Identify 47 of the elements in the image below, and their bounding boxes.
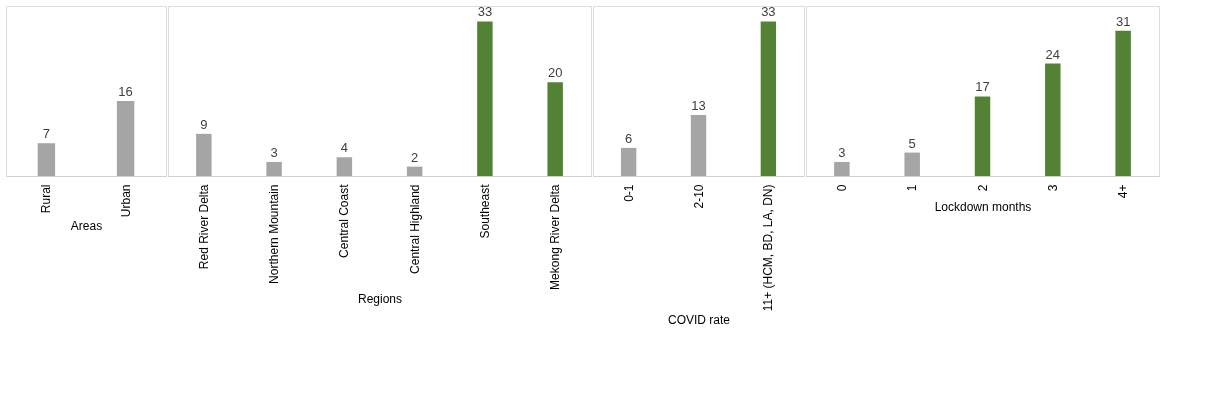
x-tick-label: Southeast [477, 183, 492, 239]
data-label: 2 [411, 149, 419, 165]
bar [1045, 63, 1061, 176]
x-axis-title: Regions [357, 291, 403, 306]
bar [974, 96, 991, 176]
data-label: 7 [42, 126, 51, 142]
x-axis-title: Areas [70, 219, 103, 234]
x-tick-label: 4+ [1116, 184, 1131, 199]
x-tick-label: 1 [905, 184, 920, 192]
bar [196, 133, 212, 176]
data-label: 17 [975, 79, 990, 95]
data-label: 31 [1115, 13, 1131, 29]
x-tick-label: Central Coast [337, 183, 352, 258]
x-tick-label: 11+ (HCM, BD, LA, DN) [761, 184, 776, 312]
data-label: 4 [340, 140, 348, 156]
x-tick-label: 3 [1045, 184, 1060, 192]
x-tick-label: 0 [834, 184, 849, 192]
bar [834, 161, 850, 176]
bar [477, 21, 493, 176]
data-label: 9 [200, 116, 208, 132]
data-label: 6 [625, 130, 633, 146]
data-label: 33 [477, 4, 493, 20]
bar [904, 152, 920, 176]
x-tick-label: Urban [118, 184, 133, 218]
x-tick-label: Mekong River Delta [548, 184, 563, 290]
x-tick-label: Rural [39, 184, 54, 214]
x-tick-label: Red River Delta [196, 184, 211, 270]
data-label: 33 [761, 4, 776, 20]
data-label: 20 [547, 65, 563, 81]
data-label: 24 [1045, 46, 1061, 62]
data-label: 3 [270, 144, 278, 160]
data-label: 16 [118, 84, 133, 100]
bar [266, 161, 282, 176]
x-tick-label: 2-10 [691, 184, 706, 209]
bar [406, 166, 423, 176]
data-label: 3 [838, 144, 846, 160]
x-tick-label: 0-1 [621, 184, 636, 202]
bar [1115, 30, 1131, 176]
bar [547, 82, 563, 176]
x-tick-label: 2 [975, 184, 990, 192]
data-label: 13 [691, 98, 706, 114]
x-tick-label: Central Highland [407, 184, 422, 274]
x-axis-title: COVID rate [667, 313, 731, 328]
bar [336, 157, 353, 176]
x-tick-label: Northern Mountain [267, 184, 282, 284]
x-axis-title: Lockdown months [934, 200, 1032, 215]
data-label: 5 [908, 135, 916, 151]
